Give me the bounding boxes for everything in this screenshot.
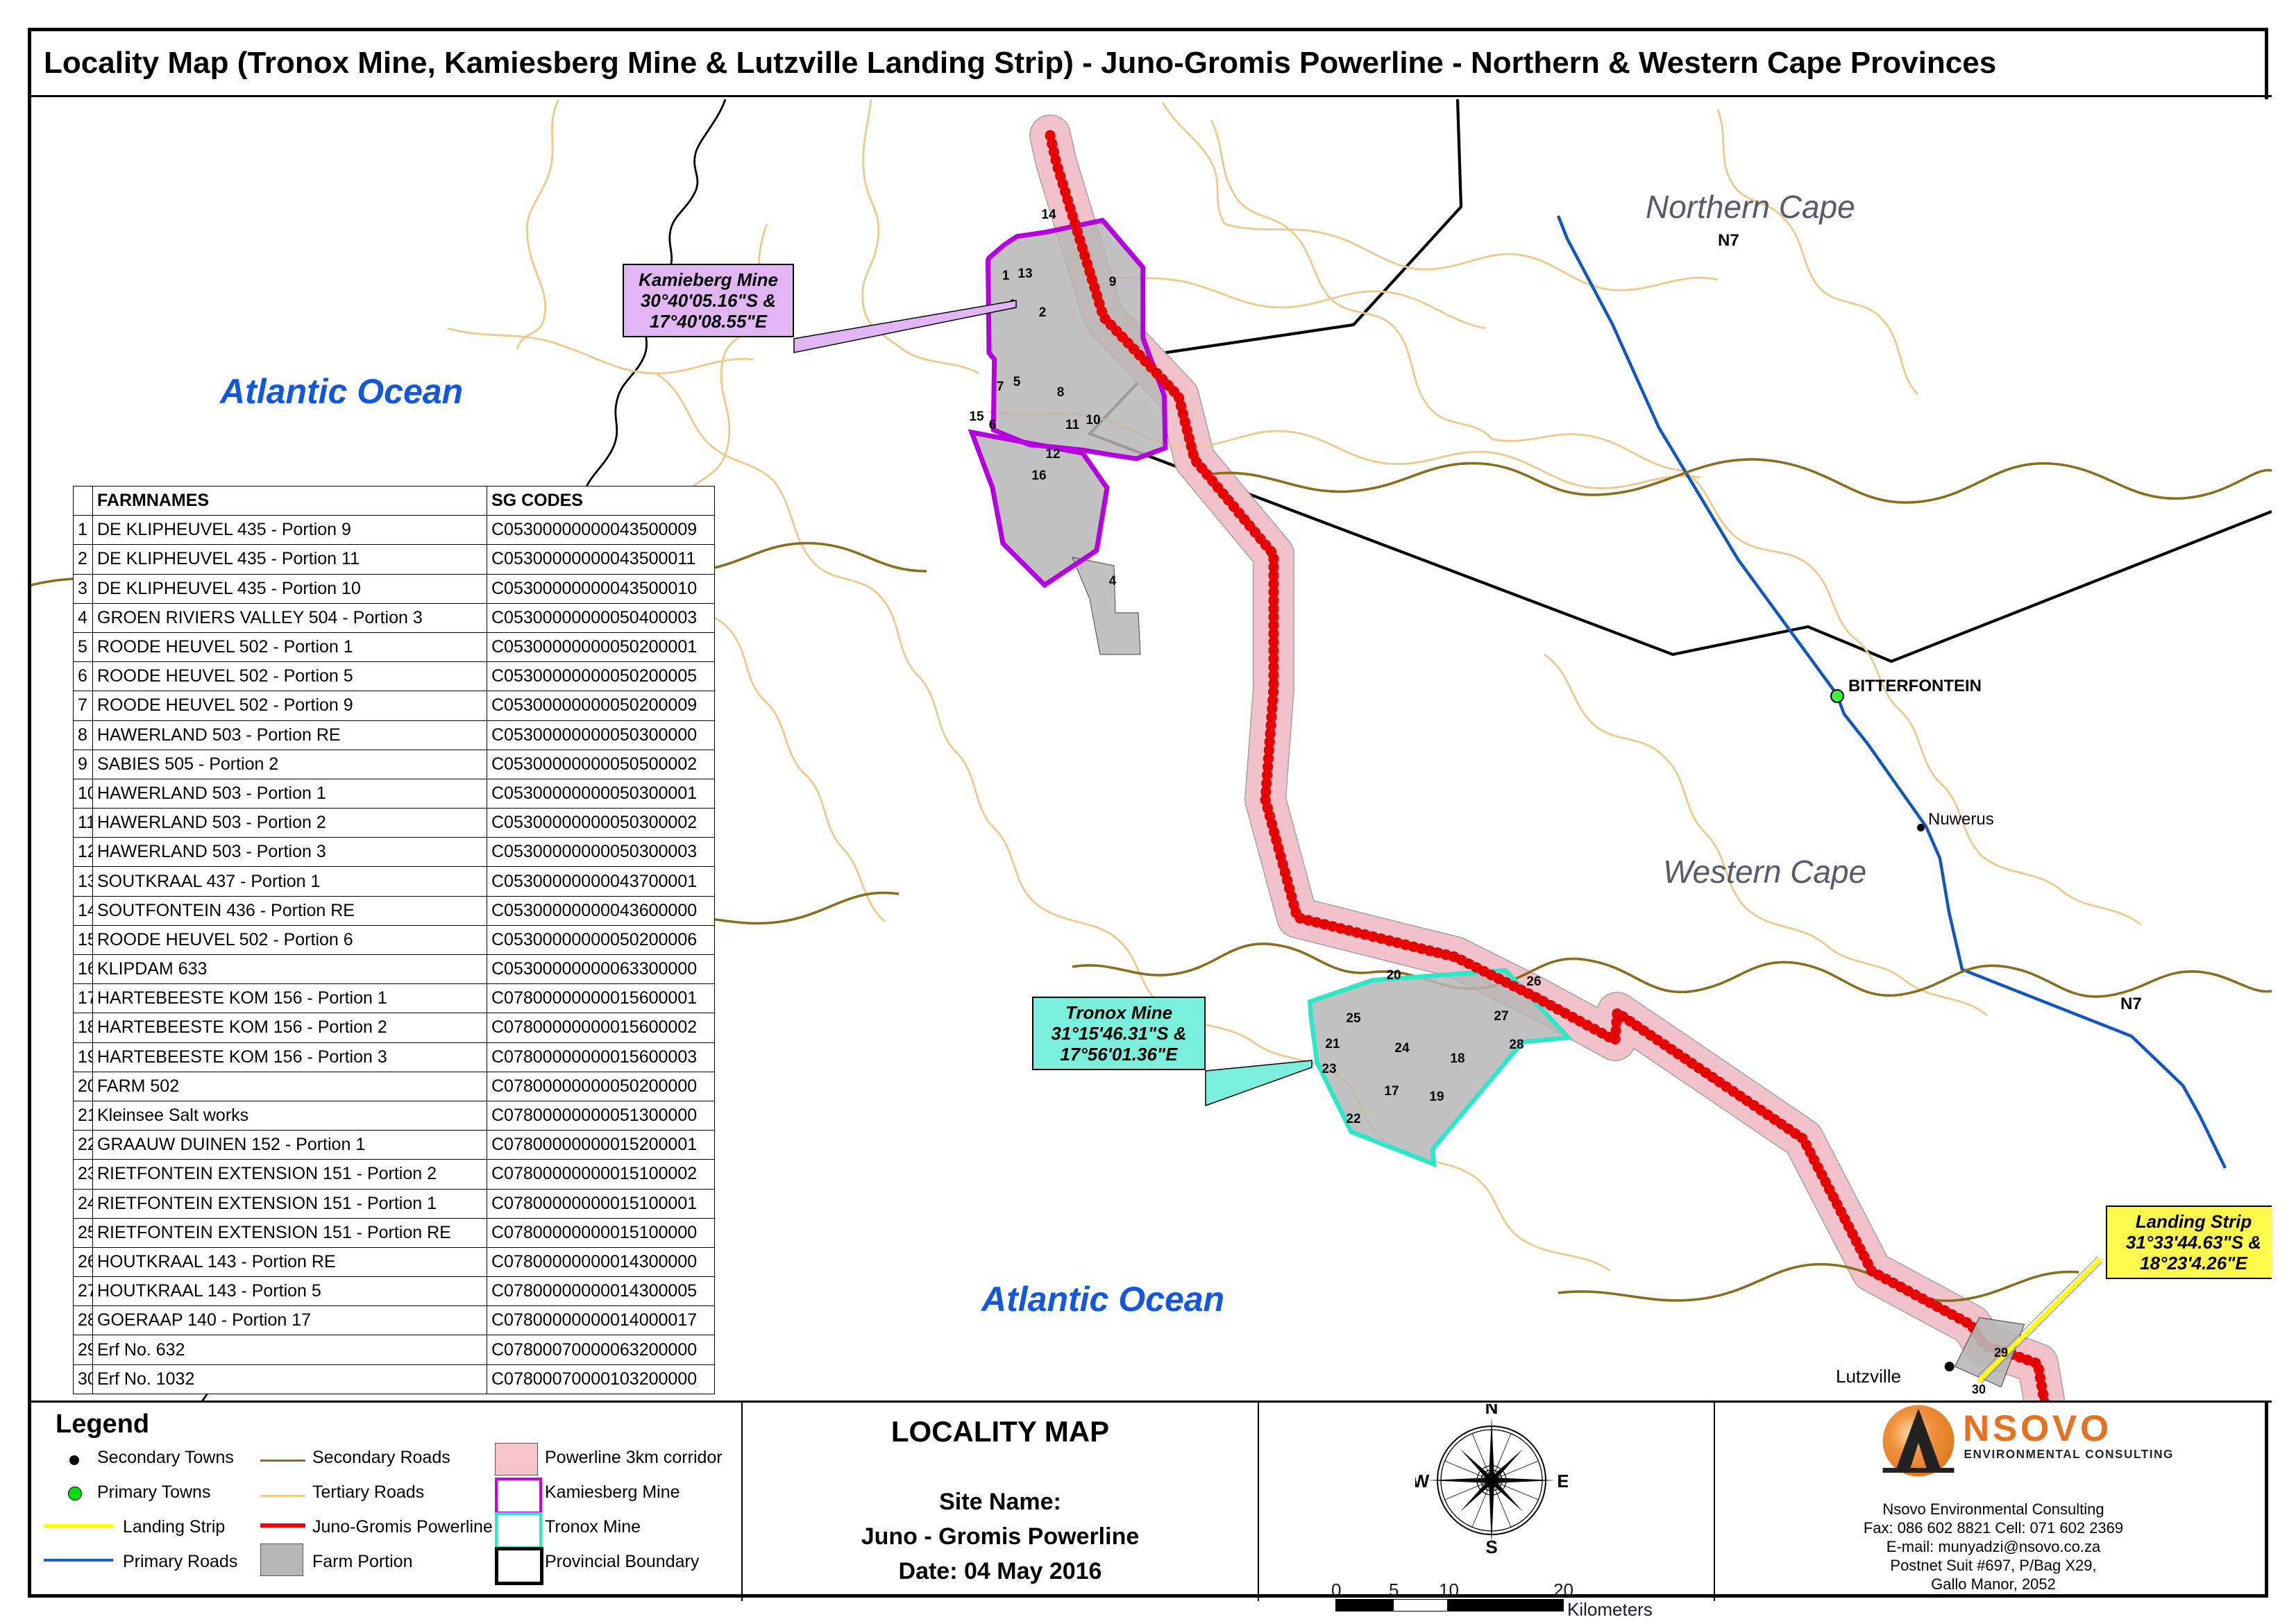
svg-text:21: 21 xyxy=(1325,1037,1340,1051)
svg-text:15: 15 xyxy=(969,409,984,424)
svg-text:12: 12 xyxy=(1045,447,1060,462)
svg-text:28: 28 xyxy=(1509,1038,1523,1052)
svg-text:30: 30 xyxy=(1972,1382,1986,1396)
svg-text:10: 10 xyxy=(1086,413,1100,428)
svg-text:29: 29 xyxy=(1994,1346,2008,1360)
svg-text:E: E xyxy=(1557,1471,1568,1491)
svg-text:13: 13 xyxy=(1018,267,1032,281)
svg-text:2: 2 xyxy=(1039,305,1047,320)
svg-text:1: 1 xyxy=(1002,269,1010,283)
svg-text:7: 7 xyxy=(997,380,1004,394)
svg-text:S: S xyxy=(1485,1537,1497,1557)
svg-text:17: 17 xyxy=(1384,1084,1399,1099)
svg-text:14: 14 xyxy=(1041,208,1056,222)
svg-text:3: 3 xyxy=(1009,298,1017,312)
svg-text:25: 25 xyxy=(1346,1011,1361,1026)
svg-text:20: 20 xyxy=(1386,968,1401,983)
svg-text:5: 5 xyxy=(1013,375,1021,389)
svg-text:19: 19 xyxy=(1429,1090,1444,1104)
svg-text:22: 22 xyxy=(1346,1112,1360,1126)
svg-text:NSOVO: NSOVO xyxy=(1963,1408,2112,1449)
svg-text:26: 26 xyxy=(1526,974,1541,989)
svg-text:4: 4 xyxy=(1109,574,1117,589)
svg-text:23: 23 xyxy=(1322,1062,1336,1076)
svg-text:6: 6 xyxy=(989,418,997,432)
svg-text:W: W xyxy=(1415,1471,1430,1491)
svg-text:18: 18 xyxy=(1450,1051,1464,1066)
svg-text:9: 9 xyxy=(1109,275,1117,289)
svg-text:N: N xyxy=(1485,1404,1499,1418)
svg-text:ENVIRONMENTAL CONSULTING: ENVIRONMENTAL CONSULTING xyxy=(1964,1447,2174,1461)
svg-text:27: 27 xyxy=(1494,1009,1508,1024)
svg-text:8: 8 xyxy=(1057,385,1065,400)
svg-text:16: 16 xyxy=(1031,468,1046,483)
svg-text:24: 24 xyxy=(1394,1041,1410,1056)
svg-text:11: 11 xyxy=(1065,418,1080,432)
